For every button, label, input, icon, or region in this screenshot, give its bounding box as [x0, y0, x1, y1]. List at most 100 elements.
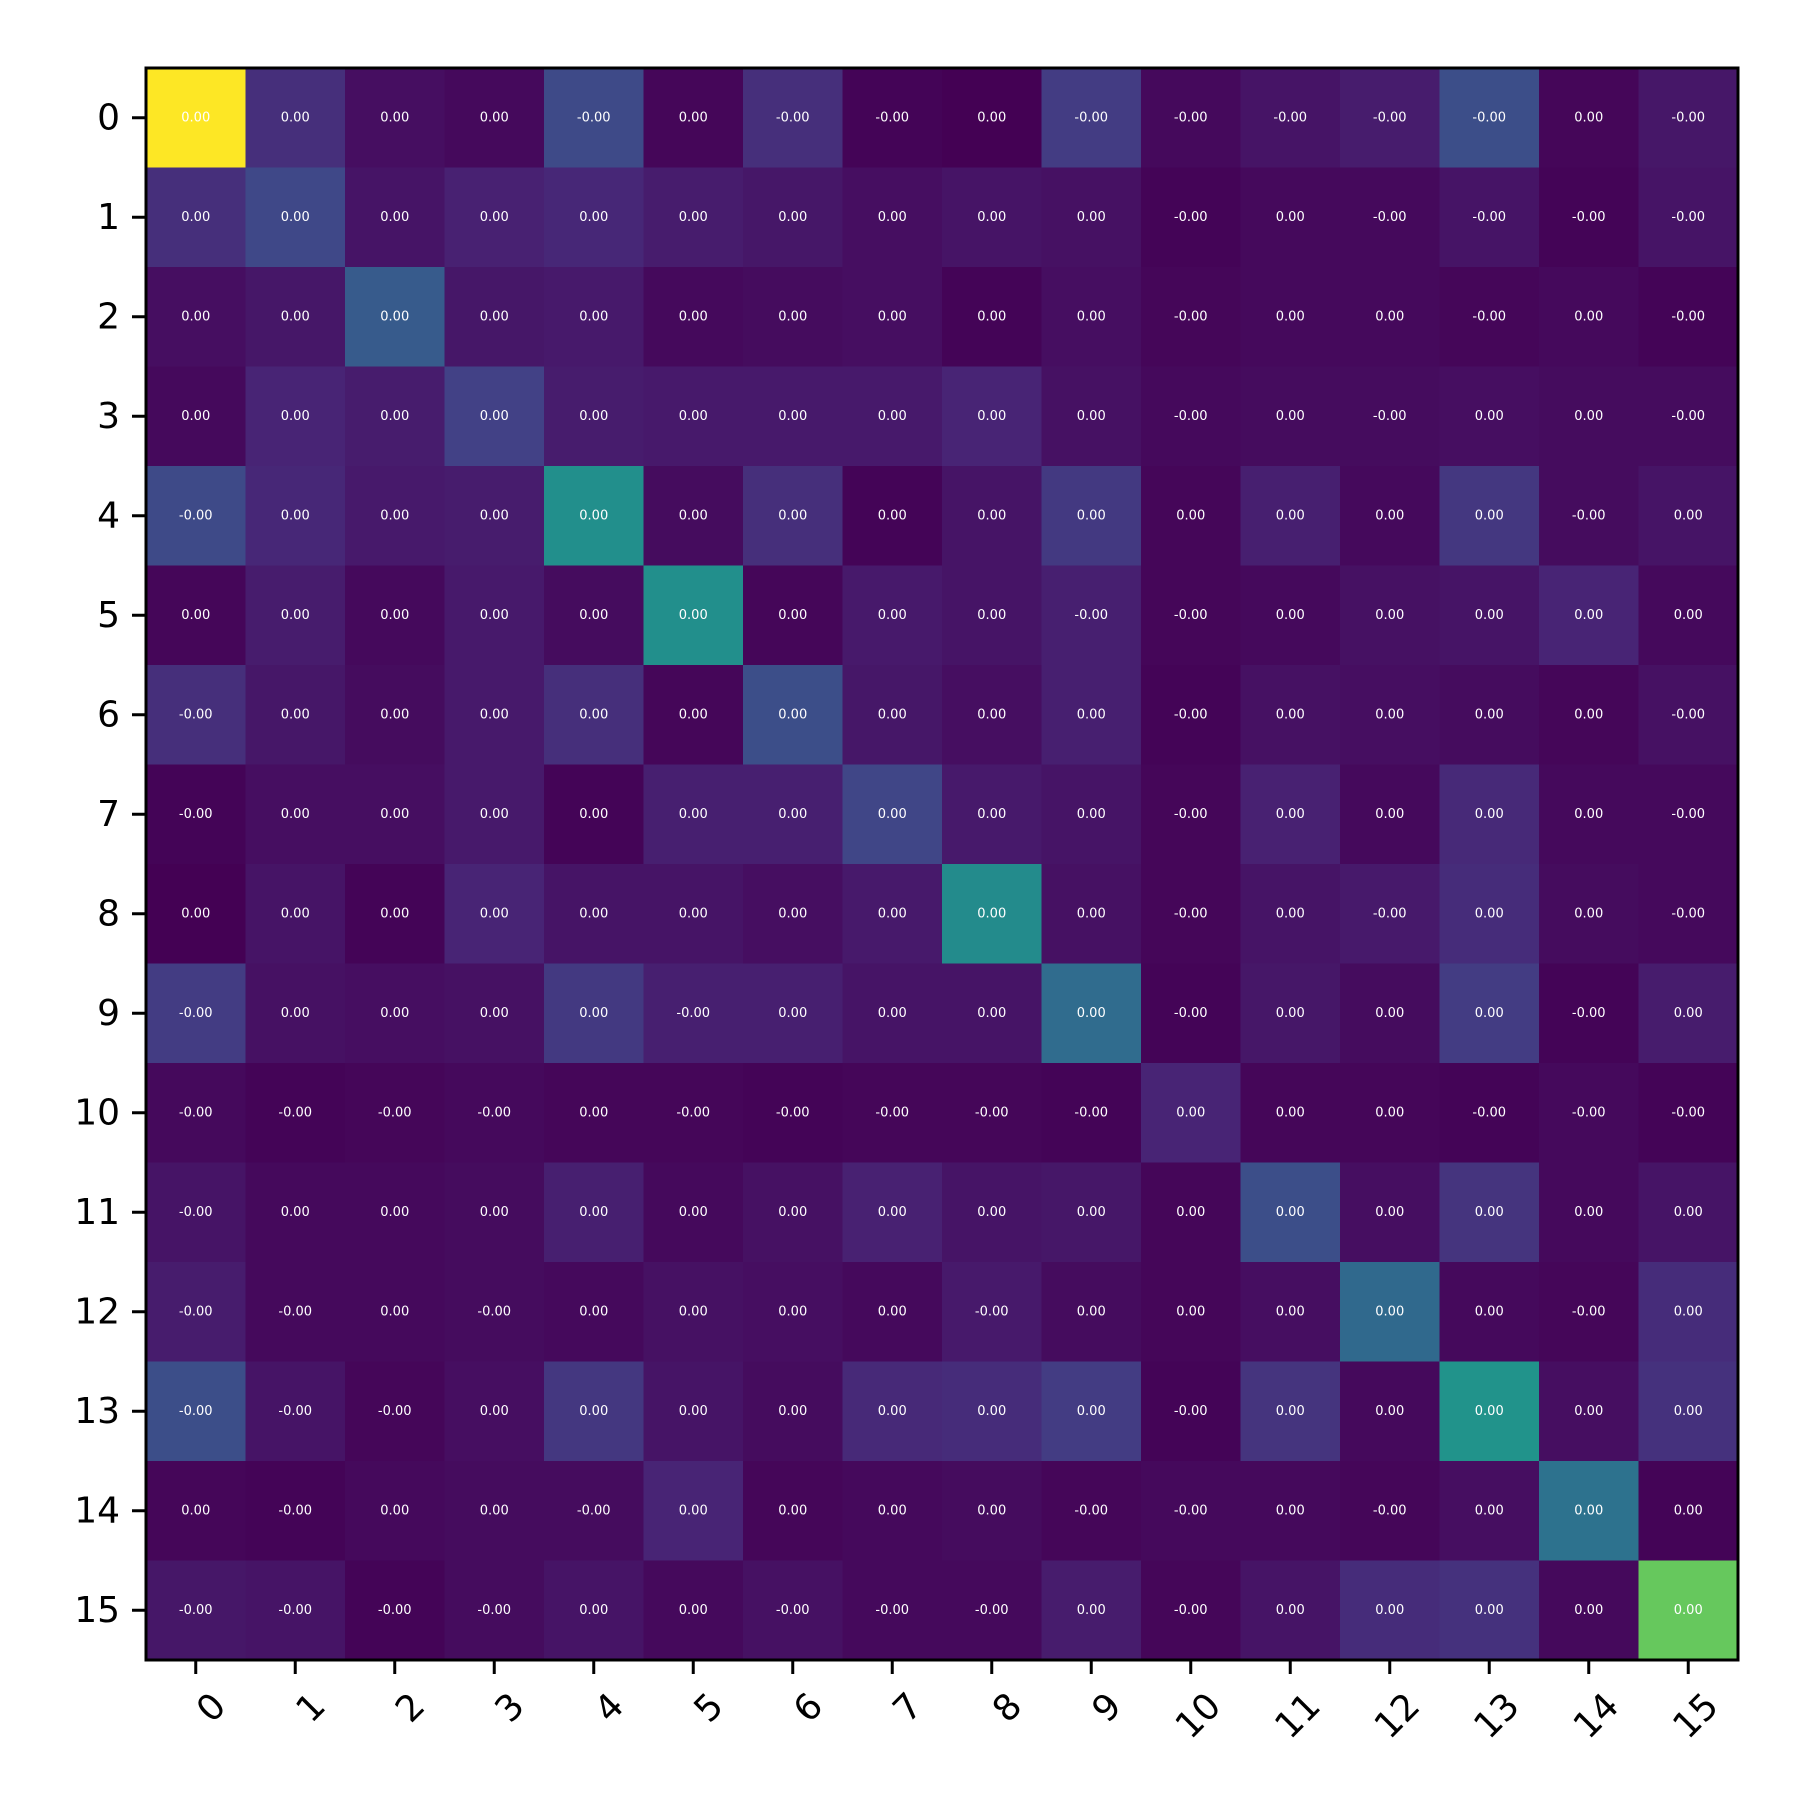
- heatmap-cell-3-6: [743, 366, 844, 467]
- heatmap-cell-11-15: [1638, 1162, 1739, 1263]
- heatmap-cell-11-12: [1340, 1162, 1441, 1263]
- cell-value-label: 0.00: [579, 1205, 608, 1220]
- x-tick-label: 11: [1267, 1685, 1328, 1746]
- cell-value-label: 0.00: [1674, 1205, 1703, 1220]
- cell-value-label: 0.00: [878, 906, 907, 921]
- heatmap-cell-13-1: [245, 1361, 346, 1462]
- cell-value-label: -0.00: [1572, 210, 1606, 225]
- heatmap-cell-12-8: [942, 1262, 1043, 1363]
- heatmap-cell-11-14: [1539, 1162, 1640, 1263]
- heatmap-cell-5-0: [146, 565, 247, 666]
- x-tick-label: 12: [1367, 1685, 1428, 1746]
- cell-value-label: 0.00: [1077, 1205, 1106, 1220]
- heatmap-cell-1-4: [544, 167, 645, 268]
- cell-value-label: 0.00: [878, 309, 907, 324]
- cell-value-label: -0.00: [179, 707, 213, 722]
- cell-value-label: -0.00: [1074, 608, 1108, 623]
- cell-value-label: 0.00: [380, 906, 409, 921]
- cell-value-label: -0.00: [179, 1006, 213, 1021]
- heatmap-cell-0-1: [245, 68, 346, 169]
- cell-value-label: -0.00: [776, 110, 810, 125]
- heatmap-cell-7-10: [1141, 764, 1242, 865]
- cell-value-label: 0.00: [1276, 707, 1305, 722]
- y-tick-label: 12: [74, 1291, 120, 1332]
- cell-value-label: -0.00: [1472, 110, 1506, 125]
- heatmap-cell-4-13: [1439, 466, 1540, 567]
- cell-value-label: 0.00: [380, 110, 409, 125]
- heatmap-cell-2-3: [444, 267, 545, 368]
- cell-value-label: -0.00: [1074, 1503, 1108, 1518]
- heatmap-cell-5-12: [1340, 565, 1441, 666]
- heatmap-cell-10-5: [643, 1063, 744, 1164]
- heatmap-cell-0-13: [1439, 68, 1540, 169]
- heatmap-cell-15-2: [345, 1560, 446, 1661]
- heatmap-cell-14-8: [942, 1461, 1043, 1562]
- heatmap-cell-9-8: [942, 963, 1043, 1064]
- heatmap-cell-11-13: [1439, 1162, 1540, 1263]
- cell-value-label: -0.00: [1572, 1304, 1606, 1319]
- heatmap-cell-5-6: [743, 565, 844, 666]
- cell-value-label: 0.00: [1475, 508, 1504, 523]
- heatmap-cell-14-3: [444, 1461, 545, 1562]
- cell-value-label: 0.00: [181, 409, 210, 424]
- cell-value-label: 0.00: [579, 807, 608, 822]
- cell-value-label: 0.00: [480, 110, 509, 125]
- heatmap-cell-13-0: [146, 1361, 247, 1462]
- heatmap-cell-2-0: [146, 267, 247, 368]
- cell-value-label: 0.00: [1276, 1603, 1305, 1618]
- y-tick-label: 7: [97, 794, 120, 835]
- cell-value-label: -0.00: [1174, 110, 1208, 125]
- heatmap-cell-12-11: [1240, 1262, 1341, 1363]
- cell-value-label: -0.00: [179, 1603, 213, 1618]
- cell-value-label: 0.00: [579, 906, 608, 921]
- y-tick-label: 13: [74, 1391, 120, 1432]
- heatmap-cell-10-4: [544, 1063, 645, 1164]
- heatmap-cell-8-12: [1340, 864, 1441, 965]
- cell-value-label: 0.00: [480, 608, 509, 623]
- cell-value-label: 0.00: [1674, 608, 1703, 623]
- cell-value-label: -0.00: [1572, 1105, 1606, 1120]
- heatmap-cell-1-15: [1638, 167, 1739, 268]
- cell-value-label: -0.00: [1174, 409, 1208, 424]
- heatmap-cell-8-8: [942, 864, 1043, 965]
- heatmap-cell-15-9: [1041, 1560, 1142, 1661]
- cell-value-label: 0.00: [679, 1304, 708, 1319]
- heatmap-cell-7-5: [643, 764, 744, 865]
- heatmap-cell-15-14: [1539, 1560, 1640, 1661]
- x-tick-label: 10: [1168, 1685, 1229, 1746]
- cell-value-label: 0.00: [480, 409, 509, 424]
- cell-value-label: -0.00: [1174, 1006, 1208, 1021]
- heatmap-cell-5-2: [345, 565, 446, 666]
- heatmap-cell-14-15: [1638, 1461, 1739, 1562]
- heatmap-cell-9-2: [345, 963, 446, 1064]
- cell-value-label: 0.00: [1077, 906, 1106, 921]
- heatmap-cell-2-11: [1240, 267, 1341, 368]
- cell-value-label: -0.00: [975, 1304, 1009, 1319]
- heatmap-cell-9-3: [444, 963, 545, 1064]
- cell-value-label: 0.00: [1077, 807, 1106, 822]
- heatmap-cell-14-10: [1141, 1461, 1242, 1562]
- heatmap-cell-8-2: [345, 864, 446, 965]
- heatmap-cell-13-2: [345, 1361, 446, 1462]
- heatmap-cell-3-0: [146, 366, 247, 467]
- heatmap-cell-4-1: [245, 466, 346, 567]
- heatmap-cell-13-3: [444, 1361, 545, 1462]
- heatmap-cell-8-11: [1240, 864, 1341, 965]
- cell-value-label: 0.00: [579, 309, 608, 324]
- heatmap-cell-10-8: [942, 1063, 1043, 1164]
- cell-value-label: 0.00: [778, 1503, 807, 1518]
- cell-value-label: -0.00: [975, 1105, 1009, 1120]
- heatmap-cell-1-3: [444, 167, 545, 268]
- heatmap-cell-6-5: [643, 665, 744, 766]
- heatmap-cell-10-1: [245, 1063, 346, 1164]
- heatmap-cell-3-14: [1539, 366, 1640, 467]
- x-tick-label: 1: [289, 1685, 334, 1730]
- heatmap-cell-14-7: [842, 1461, 943, 1562]
- cell-value-label: -0.00: [1074, 110, 1108, 125]
- cell-value-label: 0.00: [1475, 608, 1504, 623]
- heatmap-cell-0-6: [743, 68, 844, 169]
- heatmap-cell-13-15: [1638, 1361, 1739, 1462]
- cell-value-label: 0.00: [1475, 1006, 1504, 1021]
